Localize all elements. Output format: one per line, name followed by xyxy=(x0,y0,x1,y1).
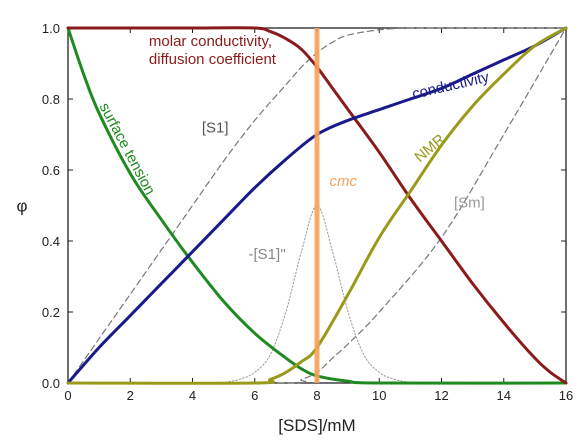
series-line-nmr xyxy=(66,26,568,385)
x-tick-label: 16 xyxy=(559,388,573,403)
series-line-surface-tension xyxy=(66,26,568,385)
x-tick-label: 2 xyxy=(127,388,134,403)
series-line-molar-conductivity-diffusion-coefficient xyxy=(66,26,568,385)
series-lines xyxy=(66,26,568,385)
y-tick-label: 0.2 xyxy=(42,305,60,320)
annotation-molar: molar conductivity, diffusion coefficient xyxy=(149,33,277,68)
annotation-surface: surface tension xyxy=(96,100,159,198)
x-tick-label: 8 xyxy=(313,388,320,403)
y-tick-label: 0.4 xyxy=(42,234,60,249)
x-tick-label: 14 xyxy=(497,388,511,403)
axes: 0 2 4 6 8 10 12 14 16 0.0 0.2 0.4 0.6 0.8 1.0 xyxy=(42,21,573,403)
y-tick-label: 0.0 xyxy=(42,376,60,391)
annotation-s1dd: -[S1]'' xyxy=(249,246,287,263)
x-tick-label: 10 xyxy=(372,388,386,403)
annotation-cmc: cmc xyxy=(329,173,357,190)
series-line-sm xyxy=(67,27,567,384)
x-tick-label: 12 xyxy=(434,388,448,403)
y-axis-label: φ xyxy=(16,197,27,216)
x-tick-label: 4 xyxy=(189,388,196,403)
annotation-s1: [S1] xyxy=(202,120,229,137)
y-tick-label: 1.0 xyxy=(42,21,60,36)
x-tick-label: 6 xyxy=(251,388,258,403)
y-tick-label: 0.6 xyxy=(42,163,60,178)
annotation-sm: [Sm] xyxy=(454,194,485,211)
x-axis-label: [SDS]/mM xyxy=(278,416,355,435)
y-tick-label: 0.8 xyxy=(42,92,60,107)
x-tick-label: 0 xyxy=(64,388,71,403)
series-line-s1 xyxy=(67,27,567,384)
